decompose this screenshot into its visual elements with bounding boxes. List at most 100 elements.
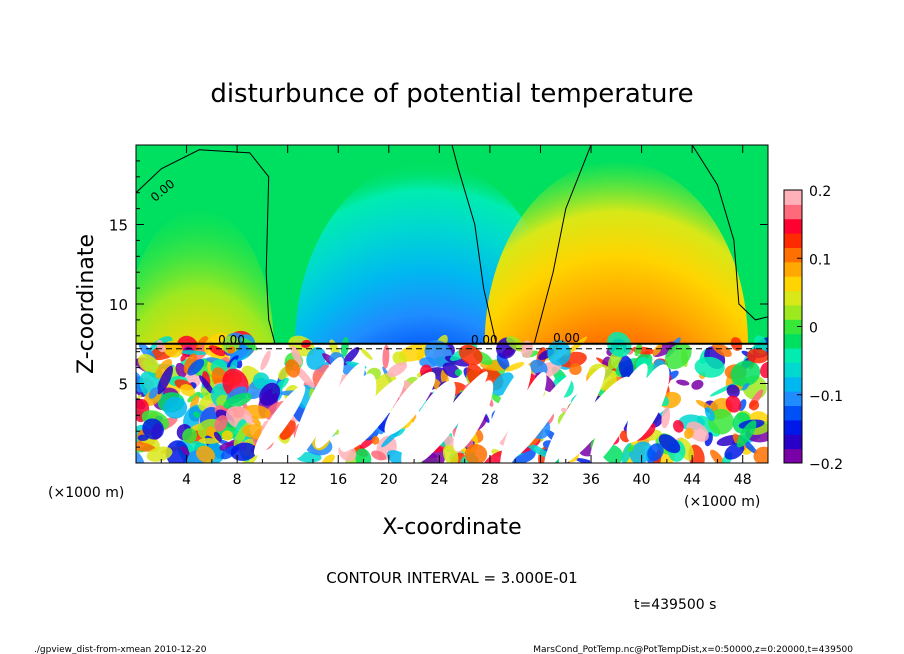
mixed-cell xyxy=(223,392,252,409)
x-tick-label: 32 xyxy=(532,472,550,488)
mixed-cell xyxy=(187,391,201,403)
mixed-cell xyxy=(424,340,453,368)
mixed-cell xyxy=(387,362,408,377)
mixed-cell xyxy=(180,446,190,456)
mixed-cell xyxy=(260,350,271,371)
colorbar-tick-label: −0.1 xyxy=(809,389,843,405)
plume-streak xyxy=(253,385,306,456)
mixed-cell xyxy=(634,343,642,357)
mixed-cell xyxy=(180,384,195,397)
mixed-cell xyxy=(138,354,160,374)
x-tick-label: 24 xyxy=(430,472,448,488)
x-tick-label: 40 xyxy=(633,472,651,488)
plume-streak xyxy=(558,376,630,463)
mixed-cell xyxy=(360,347,373,360)
plume-streak xyxy=(453,380,494,452)
plume-streak xyxy=(544,367,606,463)
mixed-cell xyxy=(148,387,159,399)
x-tick-label: 48 xyxy=(734,472,752,488)
y-axis-label: Z-coordinate xyxy=(74,234,99,374)
mixed-cell xyxy=(382,344,390,369)
mixed-cell xyxy=(694,356,725,378)
mixed-cell xyxy=(726,384,740,398)
colorbar-swatch xyxy=(784,290,802,306)
mixed-cell xyxy=(285,359,300,378)
plume-streak xyxy=(509,375,572,460)
colorbar-swatch xyxy=(784,333,802,349)
colorbar-swatch xyxy=(784,304,802,320)
chart-title: disturbunce of potential temperature xyxy=(210,79,693,109)
colorbar-swatch xyxy=(784,362,802,378)
mixed-cell xyxy=(647,443,664,462)
mixed-cell xyxy=(146,446,173,462)
colorbar-swatch xyxy=(784,348,802,363)
mixed-cell xyxy=(710,449,725,463)
contour-label: 0.00 xyxy=(471,333,498,347)
mixed-cell xyxy=(252,372,270,390)
mixed-cell xyxy=(458,344,483,366)
colorbar-swatch xyxy=(784,233,802,248)
mixed-cell xyxy=(684,427,694,439)
x-unit-left: (×1000 m) xyxy=(48,485,124,501)
colorbar-tick-label: −0.2 xyxy=(809,457,843,473)
mixed-cell xyxy=(214,415,228,432)
y-tick-label: 5 xyxy=(118,376,128,394)
zero-contour xyxy=(533,145,592,344)
mixed-cell xyxy=(652,343,663,356)
mixed-cell xyxy=(569,363,582,376)
x-tick-label: 12 xyxy=(279,472,297,488)
zero-contour xyxy=(451,145,497,344)
mixed-cell xyxy=(443,434,463,459)
y-axis: 5 10 15 xyxy=(109,160,768,448)
mixed-cell xyxy=(547,339,571,366)
mixed-cell xyxy=(179,350,208,356)
mixed-cell xyxy=(676,379,690,386)
mixed-cell xyxy=(193,411,200,418)
mixed-cell xyxy=(213,431,222,442)
colorbar-swatch xyxy=(784,204,802,220)
plume-streak xyxy=(401,380,456,463)
colorbar-swatch xyxy=(784,434,802,450)
mixed-cell xyxy=(658,434,681,454)
mixed-cell xyxy=(708,408,734,435)
mixed-cell xyxy=(759,361,768,379)
mixed-cell xyxy=(629,441,653,463)
mixed-cell xyxy=(196,445,215,463)
mixed-cell xyxy=(704,407,715,421)
mixed-cell xyxy=(342,347,360,366)
mixed-cell xyxy=(321,454,335,463)
mixed-cell xyxy=(259,382,281,406)
mixed-cell xyxy=(187,359,205,376)
colorbar-swatch xyxy=(784,261,802,277)
mixed-cell xyxy=(742,382,750,391)
mixed-cell xyxy=(736,420,757,448)
mixed-cell xyxy=(627,444,635,453)
x-tick-label: 36 xyxy=(582,472,600,488)
x-axis: 4 8 12 16 20 24 28 32 36 40 44 48 xyxy=(160,145,752,488)
plume-streak xyxy=(345,377,405,450)
mixed-cell xyxy=(691,379,704,390)
mixed-cell xyxy=(182,428,198,444)
mixed-cell xyxy=(392,351,408,366)
mixed-cell xyxy=(672,420,684,433)
mixed-cell xyxy=(505,362,525,372)
mixed-cell xyxy=(221,430,233,441)
mixed-cell xyxy=(712,342,732,357)
x-tick-label: 8 xyxy=(233,472,242,488)
mixed-cell xyxy=(250,416,261,427)
mixed-cell xyxy=(340,336,349,358)
mixed-cell xyxy=(381,428,401,448)
mixed-cell xyxy=(454,369,463,376)
x-tick-label: 44 xyxy=(683,472,701,488)
time-stamp-text: t=439500 s xyxy=(634,597,716,613)
mixed-cell xyxy=(163,396,188,419)
mixed-cell xyxy=(530,359,548,376)
plume-streak xyxy=(384,371,436,435)
plume-streak xyxy=(338,373,377,452)
x-tick-label: 16 xyxy=(329,472,347,488)
mixed-cell xyxy=(306,347,327,370)
mixed-cell xyxy=(136,450,145,463)
mixed-cell xyxy=(618,355,634,380)
colorbar-swatch xyxy=(784,190,802,205)
plume-streak xyxy=(500,371,547,463)
